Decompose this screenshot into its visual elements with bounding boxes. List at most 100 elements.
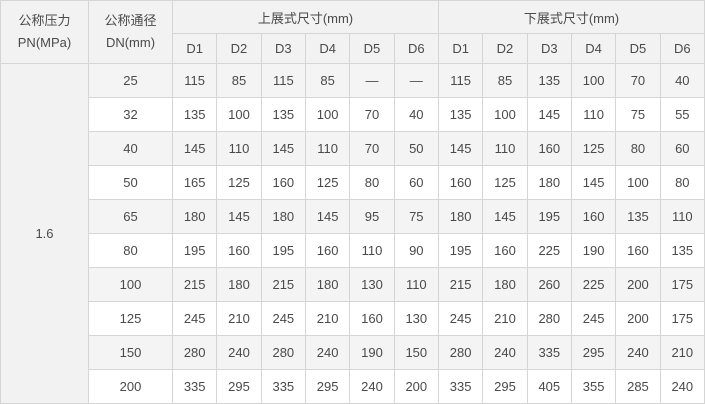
upper-dim-value-cell: 190 — [349, 335, 395, 370]
upper-dim-value-cell: 85 — [304, 63, 351, 98]
upper-dim-value-cell: 335 — [171, 369, 218, 404]
upper-dim-value-cell: 100 — [304, 97, 351, 132]
upper-dim-value-cell: 160 — [260, 165, 306, 200]
upper-dim-value-cell: 110 — [304, 131, 351, 166]
lower-dim-value-cell: 190 — [570, 233, 617, 268]
upper-dim-value-cell: 150 — [393, 335, 439, 370]
upper-dim-value-cell: 195 — [260, 233, 306, 268]
lower-dim-value-cell: 295 — [482, 369, 528, 404]
upper-dim-value-cell: 210 — [304, 301, 351, 336]
upper-dim-value-cell: 165 — [171, 165, 218, 200]
lower-dim-value-cell: 160 — [570, 199, 617, 234]
upper-dim-value-cell: 85 — [216, 63, 262, 98]
lower-dim-value-cell: 160 — [615, 233, 661, 268]
upper-dim-value-cell: 125 — [216, 165, 262, 200]
dn-cell: 200 — [88, 369, 173, 404]
upper-dim-value-cell: 215 — [260, 267, 306, 302]
upper-dim-value-cell: 180 — [260, 199, 306, 234]
lower-dim-value-cell: 100 — [570, 63, 617, 98]
lower-dim-value-cell: 180 — [482, 267, 528, 302]
upper-dim-value-cell: 70 — [349, 131, 395, 166]
upper-dim-value-cell: 280 — [171, 335, 218, 370]
lower-dim-value-cell: 110 — [659, 199, 705, 234]
diameter-label: 公称通径 — [104, 13, 157, 29]
lower-dim-value-cell: 160 — [482, 233, 528, 268]
dim-col-header-upper-6: D6 — [393, 33, 439, 64]
lower-dim-value-cell: 285 — [615, 369, 661, 404]
lower-dim-value-cell: 195 — [437, 233, 484, 268]
upper-dim-value-cell: 180 — [304, 267, 351, 302]
lower-dim-value-cell: 280 — [437, 335, 484, 370]
dim-col-header-lower-1: D1 — [437, 33, 484, 64]
upper-dim-value-cell: 115 — [260, 63, 306, 98]
lower-dim-value-cell: 240 — [659, 369, 705, 404]
lower-dim-value-cell: 135 — [615, 199, 661, 234]
lower-dim-value-cell: 225 — [570, 267, 617, 302]
table-row: 32 135 100 135 100 70 40 135 100 145 110 75 55 — [1, 97, 705, 132]
lower-dim-value-cell: 295 — [570, 335, 617, 370]
lower-dim-value-cell: 70 — [615, 63, 661, 98]
lower-dim-value-cell: 80 — [615, 131, 661, 166]
dim-col-header-upper-2: D2 — [216, 33, 262, 64]
lower-dim-value-cell: 215 — [437, 267, 484, 302]
lower-dim-value-cell: 110 — [482, 131, 528, 166]
lower-dim-value-cell: 200 — [615, 267, 661, 302]
upper-dim-value-cell: 95 — [349, 199, 395, 234]
upper-dim-value-cell: 180 — [216, 267, 262, 302]
lower-dim-value-cell: 260 — [526, 267, 572, 302]
lower-dim-value-cell: 405 — [526, 369, 572, 404]
upper-dim-value-cell: 100 — [216, 97, 262, 132]
lower-dim-value-cell: 180 — [437, 199, 484, 234]
upper-dim-value-cell: 195 — [171, 233, 218, 268]
lower-dim-value-cell: 110 — [570, 97, 617, 132]
lower-dim-value-cell: 245 — [437, 301, 484, 336]
lower-dim-value-cell: 80 — [659, 165, 705, 200]
dn-cell: 25 — [88, 63, 173, 98]
lower-dim-value-cell: 135 — [437, 97, 484, 132]
upper-dim-value-cell: 160 — [349, 301, 395, 336]
table-row: 125 245 210 245 210 160 130 245 210 280 245 200 175 — [1, 301, 705, 336]
pressure-column-header: 公称压力 PN(MPa) — [0, 0, 89, 64]
dim-col-header-lower-2: D2 — [482, 33, 528, 64]
upper-dim-value-cell: 40 — [393, 97, 439, 132]
diameter-unit: DN(mm) — [105, 35, 156, 50]
lower-dim-value-cell: 100 — [615, 165, 661, 200]
lower-dim-value-cell: 100 — [482, 97, 528, 132]
pressure-value-cell: 1.6 — [0, 63, 89, 404]
upper-dim-value-cell: 125 — [304, 165, 351, 200]
upper-dim-value-cell: 210 — [216, 301, 262, 336]
upper-dim-value-cell: 80 — [349, 165, 395, 200]
lower-dim-value-cell: 115 — [437, 63, 484, 98]
dim-col-header-lower-4: D4 — [570, 33, 617, 64]
lower-dim-value-cell: 240 — [482, 335, 528, 370]
upper-dim-value-cell: 130 — [349, 267, 395, 302]
header-group-row: 公称压力 PN(MPa) 公称通径 DN(mm) 上展式尺寸(mm) 下展式尺寸… — [0, 0, 705, 64]
lower-dim-value-cell: 40 — [659, 63, 705, 98]
lower-dim-value-cell: 75 — [615, 97, 661, 132]
lower-dim-value-cell: 175 — [659, 267, 705, 302]
upper-dim-value-cell: 110 — [349, 233, 395, 268]
lower-dim-value-cell: 125 — [482, 165, 528, 200]
upper-dim-value-cell: 295 — [304, 369, 351, 404]
upper-dim-value-cell: 135 — [260, 97, 306, 132]
lower-dim-value-cell: 60 — [659, 131, 705, 166]
upper-dim-value-cell: — — [393, 63, 439, 98]
upper-dim-value-cell: 160 — [216, 233, 262, 268]
lower-dim-value-cell: 160 — [526, 131, 572, 166]
table-row: 100 215 180 215 180 130 110 215 180 260 225 200 175 — [1, 267, 705, 302]
lower-dim-value-cell: 145 — [570, 165, 617, 200]
lower-dim-value-cell: 280 — [526, 301, 572, 336]
table-row: 150 280 240 280 240 190 150 280 240 335 295 240 210 — [1, 335, 705, 370]
dim-col-header-lower-6: D6 — [659, 33, 705, 64]
table-row: 1.6 25 115 85 115 85— —115 85 135 100 70 40 — [0, 63, 705, 404]
table-row: 65 180 145 180 145 95 75 180 145 195 160 135 110 — [1, 199, 705, 234]
upper-dim-value-cell: 240 — [349, 369, 395, 404]
upper-dim-value-cell: 60 — [393, 165, 439, 200]
table-row: 80 195 160 195 160 110 90 195 160 225 190 160 135 — [1, 233, 705, 268]
lower-dim-value-cell: 85 — [482, 63, 528, 98]
upper-dim-value-cell: 70 — [349, 97, 395, 132]
dn-cell: 80 — [88, 233, 173, 268]
dn-cell: 32 — [88, 97, 173, 132]
dn-cell: 50 — [88, 165, 173, 200]
